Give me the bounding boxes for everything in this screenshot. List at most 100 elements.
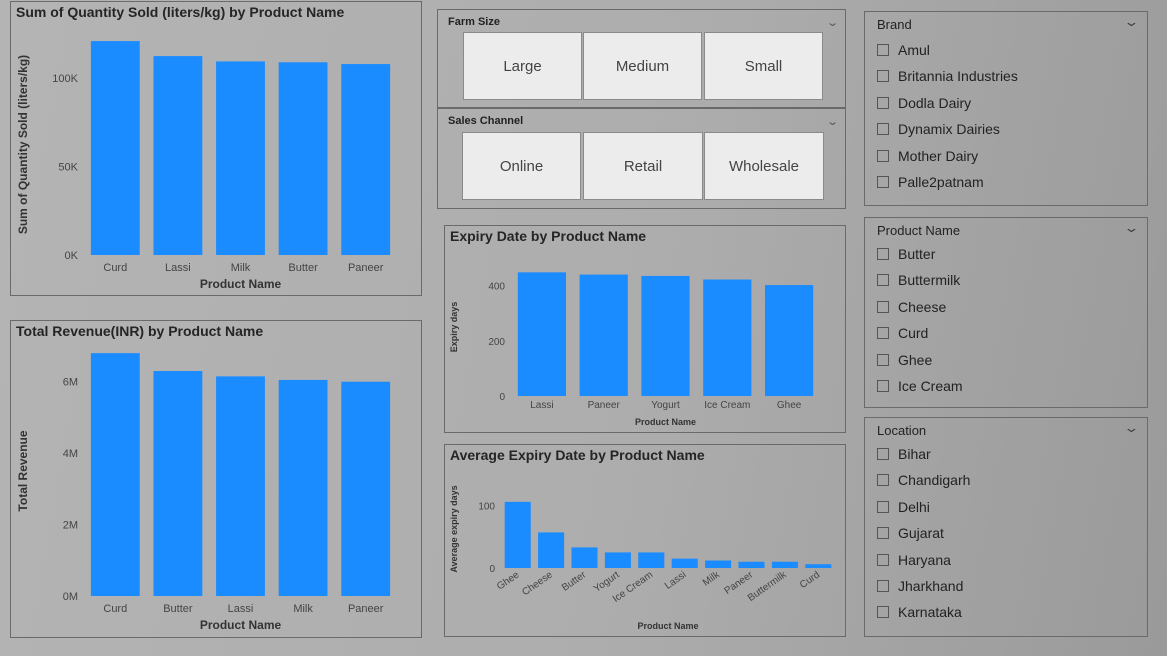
product-item-label: Ice Cream (898, 378, 963, 394)
chart-avg-expiry-panel: Average Expiry Date by Product Name 0 100… (444, 444, 846, 637)
brand-item-label: Amul (898, 42, 930, 58)
x-tick-label: Ghee (777, 400, 802, 411)
location-item[interactable]: Karnataka (877, 602, 962, 622)
product-item[interactable]: Cheese (877, 297, 946, 317)
bar (703, 279, 752, 396)
checkbox-icon[interactable] (877, 606, 889, 619)
x-tick-label: Butter (560, 569, 589, 594)
farm-size-medium-tile[interactable]: Medium (583, 32, 702, 100)
brand-item-label: Palle2patnam (898, 174, 984, 190)
checkbox-icon[interactable] (877, 176, 889, 188)
farm-size-large-tile[interactable]: Large (463, 32, 582, 100)
chevron-down-icon[interactable]: ⌄ (1123, 14, 1140, 29)
y-tick-label: 50K (58, 162, 78, 174)
x-tick-label: Milk (293, 603, 313, 615)
location-item-label: Delhi (898, 498, 930, 515)
location-slicer: Location ⌄ Bihar Chandigarh Delhi Gujarat Ha… (864, 417, 1148, 637)
checkbox-icon[interactable] (877, 500, 889, 513)
brand-item[interactable]: Mother Dairy (877, 146, 978, 166)
bar (771, 561, 798, 568)
checkbox-icon[interactable] (877, 327, 889, 340)
x-tick-label: Curd (103, 262, 127, 274)
brand-item-label: Britannia Industries (898, 68, 1018, 85)
checkbox-icon[interactable] (877, 300, 889, 313)
product-name-slicer: Product Name ⌄ Butter Buttermilk Cheese Cur… (864, 217, 1148, 408)
chart-title: Total Revenue(INR) by Product Name (16, 323, 264, 339)
brand-item[interactable]: Dodla Dairy (877, 93, 971, 113)
sales-channel-wholesale-tile[interactable]: Wholesale (704, 132, 824, 200)
sales-channel-retail-tile[interactable]: Retail (583, 132, 703, 200)
bar (504, 501, 531, 568)
chevron-down-icon[interactable]: ⌄ (825, 116, 839, 128)
checkbox-icon[interactable] (877, 149, 889, 162)
x-tick-label: Curd (798, 569, 822, 590)
slicer-title: Location (877, 423, 927, 438)
location-item[interactable]: Chandigarh (877, 470, 970, 490)
checkbox-icon[interactable] (877, 474, 889, 487)
location-item[interactable]: Gujarat (877, 523, 944, 543)
chart-total-revenue-panel: Total Revenue(INR) by Product Name 0M 2M 4… (10, 320, 422, 638)
sales-channel-slicer: Sales Channel ⌄ Online Retail Wholesale (437, 108, 846, 209)
product-item[interactable]: Ghee (877, 350, 932, 370)
chevron-down-icon[interactable]: ⌄ (1123, 420, 1140, 435)
x-tick-label: Curd (103, 603, 127, 615)
x-tick-label: Butter (288, 262, 318, 274)
location-item[interactable]: Delhi (877, 497, 930, 517)
y-axis-title: Total Revenue (16, 430, 30, 511)
bar (153, 371, 203, 596)
product-item[interactable]: Curd (877, 323, 928, 343)
bar (341, 381, 391, 596)
product-item-label: Ghee (898, 351, 933, 368)
location-item-label: Jharkhand (898, 578, 964, 594)
location-item[interactable]: Jharkhand (877, 576, 963, 596)
slicer-title: Brand (877, 17, 912, 32)
chevron-down-icon[interactable]: ⌄ (825, 17, 839, 29)
x-tick-label: Lassi (530, 400, 553, 411)
product-item[interactable]: Buttermilk (877, 270, 960, 290)
checkbox-icon[interactable] (877, 70, 889, 83)
checkbox-icon[interactable] (877, 380, 889, 392)
chart-expiry-panel: Expiry Date by Product Name 0 200 400 Lassi… (444, 225, 846, 433)
brand-item[interactable]: Dynamix Dairies (877, 119, 1000, 139)
checkbox-icon[interactable] (877, 96, 889, 109)
checkbox-icon[interactable] (877, 448, 889, 460)
farm-size-small-tile[interactable]: Small (704, 32, 823, 100)
bar (216, 61, 265, 256)
x-tick-label: Milk (231, 262, 251, 274)
checkbox-icon[interactable] (877, 353, 889, 366)
checkbox-icon[interactable] (877, 248, 889, 260)
x-tick-label: Buttermilk (746, 569, 790, 604)
bar (764, 285, 814, 396)
sales-channel-online-tile[interactable]: Online (462, 132, 581, 200)
checkbox-icon[interactable] (877, 553, 889, 566)
location-item[interactable]: Haryana (877, 550, 951, 570)
chart-title: Average Expiry Date by Product Name (450, 447, 705, 463)
x-tick-label: Lassi (228, 603, 254, 615)
x-axis-title: Product Name (200, 618, 282, 632)
x-axis-title: Product Name (200, 277, 282, 291)
product-item[interactable]: Butter (877, 244, 935, 264)
bar (579, 274, 628, 396)
brand-item[interactable]: Amul (877, 40, 930, 60)
checkbox-icon[interactable] (877, 580, 889, 592)
y-tick-label: 0 (499, 392, 505, 403)
brand-item-label: Dodla Dairy (898, 94, 972, 111)
chevron-down-icon[interactable]: ⌄ (1123, 220, 1140, 235)
x-tick-label: Yogurt (651, 400, 680, 411)
checkbox-icon[interactable] (877, 123, 889, 136)
bar (738, 561, 765, 568)
bar (278, 62, 328, 256)
location-item-label: Chandigarh (898, 472, 971, 489)
brand-item[interactable]: Britannia Industries (877, 66, 1018, 86)
brand-item[interactable]: Palle2patnam (877, 172, 984, 192)
checkbox-icon[interactable] (877, 527, 889, 540)
checkbox-icon[interactable] (877, 274, 889, 287)
x-tick-label: Milk (701, 569, 723, 589)
y-tick-label: 4M (63, 448, 78, 460)
y-tick-label: 400 (488, 282, 505, 293)
slicer-title: Sales Channel (448, 115, 524, 127)
x-tick-label: Lassi (663, 569, 688, 591)
product-item[interactable]: Ice Cream (877, 376, 963, 396)
checkbox-icon[interactable] (877, 44, 889, 56)
location-item[interactable]: Bihar (877, 444, 931, 464)
